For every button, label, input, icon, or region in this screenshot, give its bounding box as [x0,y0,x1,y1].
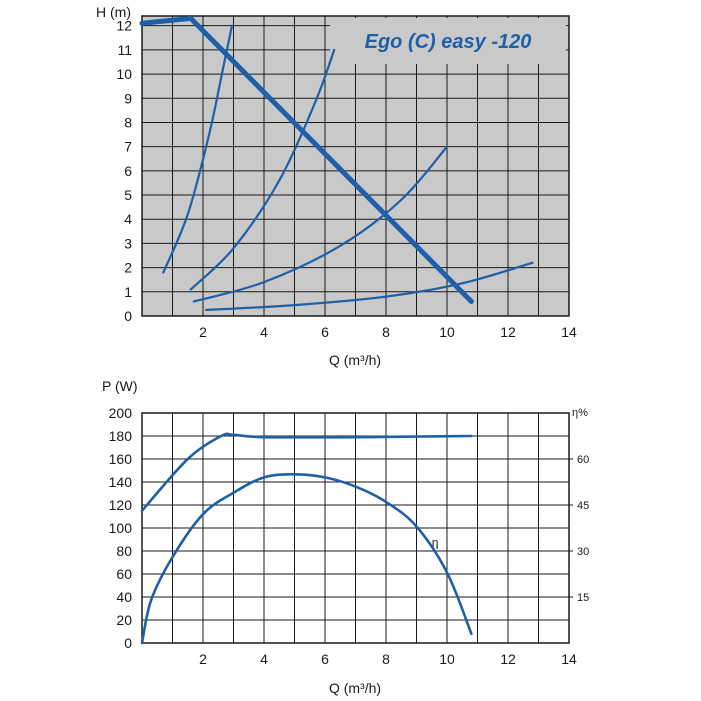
top-chart-title: Ego (C) easy -120 [365,31,532,53]
top-x-tick-labels: 2 4 6 8 10 12 14 [199,324,577,340]
bottom-y2-tick-label: 30 [577,546,589,558]
bottom-x-tick-labels: 2 4 6 8 10 12 14 [199,651,577,667]
bottom-y2-tick-label: 60 [577,454,589,466]
bottom-y-tick-label: 140 [109,474,133,490]
bottom-y2-tick-labels: 15 30 45 60 [569,454,589,604]
top-y-tick-label: 10 [116,66,132,82]
bottom-x-tick-label: 14 [561,651,577,667]
bottom-x-tick-label: 2 [199,651,207,667]
bottom-series [140,432,473,645]
bottom-x-tick-label: 4 [260,651,268,667]
bottom-x-axis-label: Q (m³/h) [329,680,381,696]
top-x-tick-label: 10 [439,324,455,340]
top-y-tick-label: 4 [124,211,132,227]
bottom-y-tick-label: 40 [116,589,132,605]
bottom-y2-axis-label: η% [572,407,588,419]
bottom-y-tick-label: 180 [109,428,133,444]
top-x-tick-label: 8 [382,324,390,340]
top-x-tick-label: 2 [199,324,207,340]
system-curve-line [189,48,336,291]
top-y-tick-label: 1 [124,284,132,300]
bottom-y-axis-label: P (W) [102,378,138,394]
bottom-y-tick-label: 120 [109,497,133,513]
bottom-y-tick-labels: 0 20 40 60 80 100 120 140 160 180 200 [109,405,133,651]
bottom-y2-tick-label: 15 [577,592,589,604]
bottom-annotations: η [432,536,439,550]
top-y-tick-label: 5 [124,187,132,203]
bottom-y2-tick-label: 45 [577,500,589,512]
bottom-y-tick-label: 20 [116,612,132,628]
bottom-x-tick-label: 10 [439,651,455,667]
bottom-y-tick-label: 0 [124,635,132,651]
top-y-tick-label: 7 [124,139,132,155]
bottom-x-tick-label: 6 [321,651,329,667]
top-series [139,15,534,312]
bottom-y-tick-label: 200 [109,405,133,421]
bottom-x-tick-label: 12 [500,651,516,667]
system-curve-line [162,24,234,274]
system-curve-line [192,145,449,303]
bottom-y-tick-label: 80 [116,543,132,559]
bottom-y-tick-label: 100 [109,520,133,536]
bottom-y-tick-label: 160 [109,451,133,467]
efficiency-annotation-label: η [432,536,439,550]
top-y-tick-label: 8 [124,114,132,130]
top-y-tick-label: 11 [117,42,132,58]
top-x-tick-label: 14 [561,324,577,340]
bottom-grid [142,412,569,644]
top-x-tick-label: 12 [500,324,516,340]
top-x-axis-label: Q (m³/h) [329,352,381,368]
efficiency-curve-line [140,473,473,645]
title-box [330,18,566,64]
top-y-axis-label: H (m) [96,4,131,20]
system-curve-line [204,261,534,312]
top-y-tick-label: 3 [124,235,132,251]
power-efficiency-chart: 0 20 40 60 80 100 120 140 160 180 200 15 30 45 60 2 4 6… [102,378,589,696]
top-y-tick-label: 0 [124,308,132,324]
bottom-y-tick-label: 60 [116,566,132,582]
power-curve-line [140,432,473,513]
top-y-tick-label: 9 [124,90,132,106]
top-y-tick-label: 6 [124,163,132,179]
top-y-tick-label: 2 [124,260,132,276]
bottom-x-tick-label: 8 [382,651,390,667]
top-y-tick-label: 12 [116,18,132,34]
top-x-tick-label: 4 [260,324,268,340]
top-x-tick-label: 6 [321,324,329,340]
pump-curve-line [139,15,474,304]
